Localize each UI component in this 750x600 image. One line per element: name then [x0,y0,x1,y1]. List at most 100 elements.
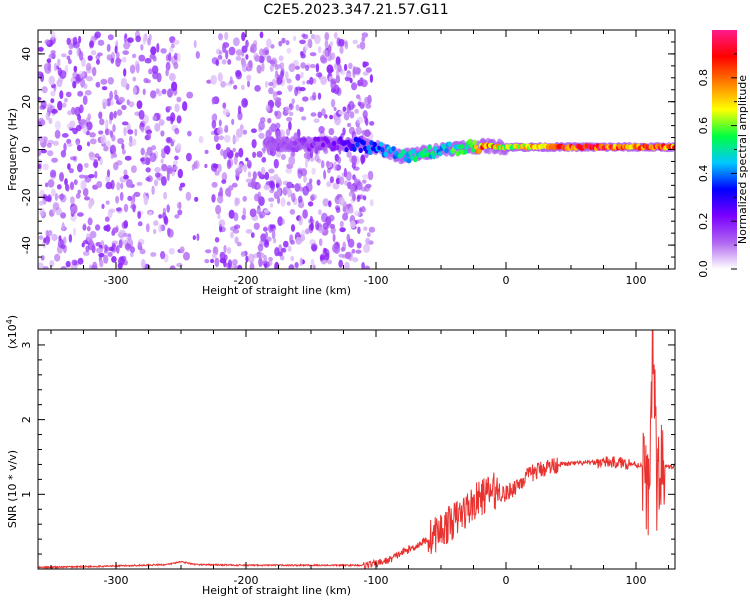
noise-blob [256,183,262,190]
noise-blob [54,120,61,131]
noise-blob [309,215,313,223]
noise-blob [166,204,170,213]
noise-blob [129,135,133,143]
noise-blob [51,188,56,197]
noise-blob [284,71,289,81]
noise-blob [103,145,109,152]
noise-blob [70,206,75,214]
ridge-dot [361,140,366,146]
noise-blob [270,57,278,67]
noise-blob [344,261,350,269]
noise-blob [68,234,73,243]
spectrogram-y-tick-label: 20 [20,95,33,109]
noise-blob [231,182,238,188]
noise-blob [318,238,323,246]
noise-blob [74,106,81,117]
noise-blob [287,245,292,252]
noise-blob [112,227,119,234]
noise-blob [346,151,352,158]
ridge-dot [317,145,323,151]
noise-blob [365,266,371,269]
noise-blob [321,212,328,223]
noise-blob [258,55,265,64]
noise-blob [73,179,78,186]
noise-blob [285,128,291,136]
noise-blob [288,121,292,131]
noise-blob [345,171,352,182]
noise-blob [250,232,255,239]
ridge-dot [402,149,407,155]
noise-blob [198,135,204,144]
noise-blob [285,167,293,174]
noise-blob [304,64,310,71]
noise-blob [123,232,128,238]
noise-blob [318,226,325,234]
snr-chart: -300 -200 -100 0 100 1 2 3 Height of straight l… [5,315,676,597]
ridge-dot [438,151,443,157]
noise-blob [51,108,58,114]
noise-blob [211,120,217,129]
noise-blob [177,52,181,63]
noise-blob [336,37,341,47]
noise-blob [89,40,95,48]
noise-blob [177,209,183,216]
noise-blob [304,43,309,51]
noise-blob [163,191,168,200]
noise-blob [221,179,227,184]
noise-blob [275,151,282,158]
noise-blob [217,163,222,173]
noise-blob [176,96,182,103]
noise-blob [150,252,157,257]
noise-blob [49,52,56,58]
noise-blob [70,106,76,115]
noise-blob [240,251,246,257]
ridge-dot [355,142,360,148]
noise-blob [365,67,372,73]
noise-blob [170,43,175,49]
ridge-dot [463,149,468,155]
noise-blob [89,132,96,138]
noise-blob [265,231,268,238]
noise-blob [59,172,64,182]
noise-blob [56,184,62,190]
noise-blob [87,113,91,121]
noise-blob [217,213,221,220]
noise-blob [334,31,338,40]
noise-blob [179,246,185,254]
spectrogram-x-axis-label: Height of straight line (km) [202,284,351,297]
noise-blob [193,161,198,169]
noise-blob [60,266,67,269]
noise-blob [147,131,152,140]
spectrogram-y-tick-label: -20 [20,188,33,206]
noise-blob [38,262,44,269]
noise-blob [123,203,129,213]
noise-blob [315,72,323,78]
noise-blob [214,170,220,176]
snr-y-tick-label: 3 [20,341,33,348]
noise-blob [104,244,108,251]
noise-blob [123,169,128,177]
noise-blob [327,44,332,54]
noise-blob [329,52,336,60]
noise-blob [174,103,180,113]
noise-blob [360,155,365,165]
noise-blob [155,172,161,178]
noise-blob [363,226,368,231]
noise-blob [85,245,90,253]
noise-blob [219,187,223,197]
noise-blob [343,111,350,121]
noise-blob [298,202,305,208]
noise-blob [343,63,348,72]
noise-blob [104,128,111,136]
noise-blob [144,57,152,64]
noise-blob [226,247,232,254]
noise-blob [264,239,269,246]
noise-blob [155,66,159,75]
noise-blob [268,126,273,136]
noise-blob [333,161,337,172]
noise-blob [268,87,274,95]
noise-blob [127,129,134,135]
ridge-dot [383,151,388,157]
noise-blob [176,202,181,209]
noise-blob [132,138,137,146]
